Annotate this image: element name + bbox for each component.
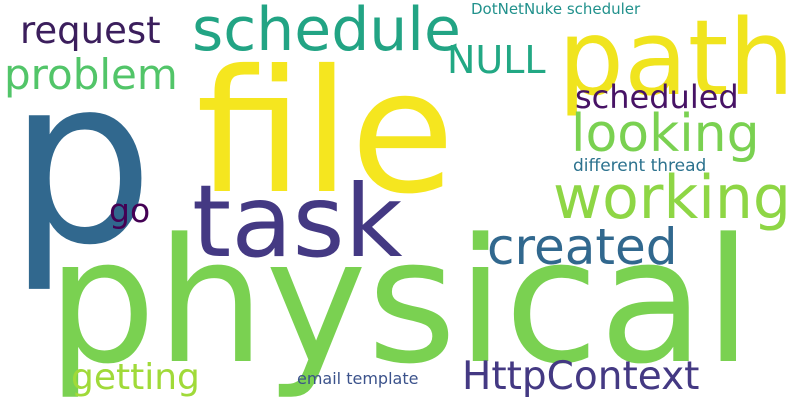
word-looking: looking	[571, 104, 760, 164]
word-different-thread: different thread	[573, 156, 707, 176]
word-working: working	[553, 163, 791, 233]
word-email-template: email template	[297, 369, 419, 388]
word-go: go	[109, 191, 151, 230]
word-physical: physical	[47, 201, 753, 400]
word-p: p	[8, 29, 154, 296]
word-httpcontext: HttpContext	[462, 354, 700, 399]
word-file: file	[196, 34, 455, 232]
word-request: request	[20, 9, 161, 52]
word-schedule: schedule	[192, 0, 461, 65]
word-path: path	[558, 0, 795, 119]
word-dotnetnuke-scheduler: DotNetNuke scheduler	[471, 0, 641, 18]
word-null: NULL	[447, 38, 546, 82]
word-problem: problem	[4, 50, 178, 99]
word-created: created	[487, 218, 678, 276]
word-task: task	[192, 163, 403, 280]
word-getting: getting	[71, 357, 200, 398]
word-scheduled: scheduled	[575, 78, 739, 116]
